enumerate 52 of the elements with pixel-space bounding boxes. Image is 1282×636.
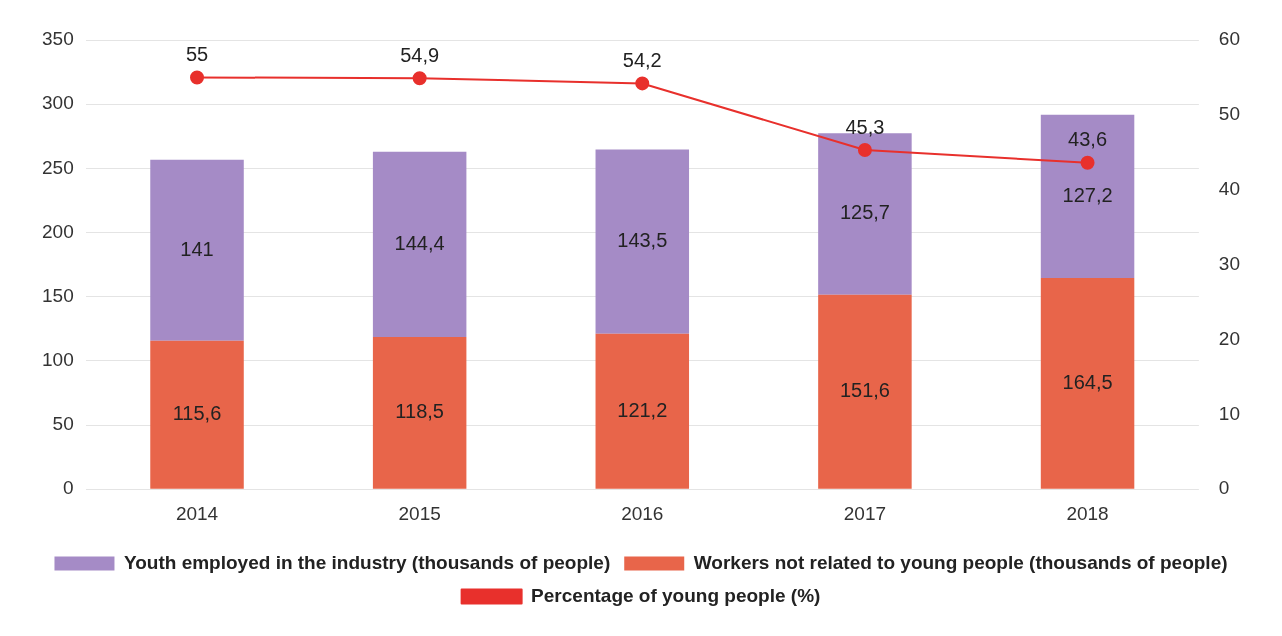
y2-tick-label: 60 [1218,28,1241,50]
point [635,76,650,91]
data-label: 55 [185,42,209,65]
data-label: 115,6 [172,402,222,425]
x-tick-label: 2017 [843,502,887,524]
x-tick-label: 2016 [621,502,664,524]
y-tick-label: 250 [42,156,74,178]
point [857,143,872,158]
legend-label: Percentage of young people (%) [531,584,821,606]
y2-tick-label: 20 [1218,327,1241,349]
bar [595,333,690,489]
y-tick-label: 150 [42,284,74,306]
y-tick-label: 100 [42,349,74,371]
data-label: 45,3 [845,115,885,138]
bar [372,151,467,338]
bar [372,337,467,489]
point [1080,155,1095,170]
data-label: 164,5 [1062,370,1113,393]
bar [1040,114,1135,279]
bar [818,294,912,489]
y2-tick-label: 50 [1218,103,1241,125]
data-label: 144,4 [394,231,445,254]
y-tick-label: 50 [52,413,74,435]
y2-tick-label: 40 [1218,177,1241,199]
point [412,71,427,86]
data-label: 127,2 [1062,183,1113,206]
y-tick-label: 350 [42,28,74,50]
y2-tick-label: 0 [1218,477,1230,499]
bar [595,149,690,334]
data-label: 118,5 [395,400,444,423]
data-label: 54,2 [622,48,662,71]
bar [150,340,244,489]
bar [1040,278,1135,489]
data-label: 121,2 [617,398,668,421]
data-label: 54,9 [400,43,440,66]
data-label: 143,5 [617,229,668,252]
x-tick-label: 2015 [398,502,441,524]
x-tick-label: 2018 [1066,502,1109,524]
legend-label: Youth employed in the industry (thousands of people) [123,551,611,573]
y2-tick-label: 10 [1218,402,1241,424]
y-tick-label: 0 [63,477,74,499]
point [190,70,205,85]
x-tick-label: 2014 [175,502,219,524]
y-tick-label: 200 [42,220,74,242]
data-label: 125,7 [839,201,890,224]
data-label: 43,6 [1068,128,1108,151]
legend-label: Workers not related to young people (thousands of people) [693,551,1228,573]
y-tick-label: 300 [42,92,74,114]
data-label: 151,6 [839,379,890,402]
data-label: 141 [180,237,214,260]
bar [150,159,244,341]
y2-tick-label: 30 [1218,252,1241,274]
